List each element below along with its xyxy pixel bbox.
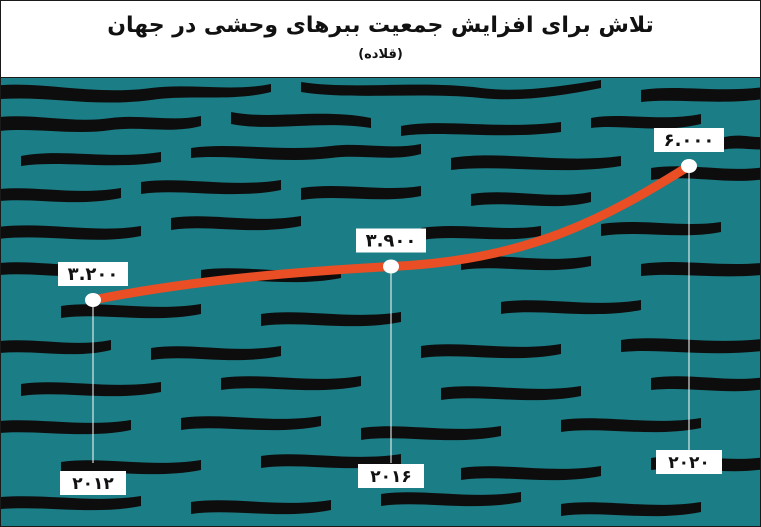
tiger-stripe bbox=[1, 340, 111, 355]
tiger-stripe bbox=[421, 344, 561, 359]
tiger-stripe bbox=[61, 460, 201, 475]
value-label-box bbox=[58, 262, 128, 286]
chart-title: تلاش برای افزایش جمعیت ببرهای وحشی در جه… bbox=[107, 13, 654, 38]
tiger-stripe bbox=[301, 186, 421, 200]
x-tick-label: ۲۰۱۶ bbox=[358, 464, 424, 488]
data-points bbox=[85, 159, 697, 307]
data-point bbox=[85, 293, 101, 307]
chart-header: تلاش برای افزایش جمعیت ببرهای وحشی در جه… bbox=[1, 1, 760, 78]
value-label-box bbox=[356, 228, 426, 253]
tiger-stripe bbox=[501, 300, 641, 315]
tiger-stripe bbox=[601, 222, 721, 236]
tiger-stripe bbox=[181, 416, 321, 431]
tiger-stripe bbox=[171, 216, 301, 231]
tiger-stripe bbox=[301, 80, 601, 100]
value-label: ۳.۲۰۰ bbox=[58, 262, 128, 286]
value-label-text: ۳.۲۰۰ bbox=[68, 264, 119, 285]
x-tick-text: ۲۰۲۰ bbox=[668, 453, 710, 473]
tiger-stripe bbox=[151, 346, 281, 361]
tiger-stripe bbox=[441, 386, 581, 401]
tiger-stripe bbox=[261, 312, 401, 327]
tiger-stripe bbox=[561, 502, 701, 517]
tiger-stripe bbox=[591, 114, 701, 129]
chart-svg: ۳.۲۰۰ ۳.۹۰۰ ۶.۰۰۰ ۲۰۱۲ ۲۰۱۶ ۲۰۲۰ bbox=[1, 78, 760, 526]
tiger-stripe bbox=[1, 225, 141, 240]
tiger-stripe bbox=[1, 188, 121, 203]
x-tick-label: ۲۰۲۰ bbox=[656, 450, 722, 474]
tiger-stripe bbox=[141, 180, 281, 195]
x-tick-box bbox=[656, 450, 722, 474]
value-label-text: ۳.۹۰۰ bbox=[366, 231, 417, 252]
tiger-stripe bbox=[231, 112, 371, 128]
tiger-stripe bbox=[621, 338, 760, 354]
tiger-stripe bbox=[21, 382, 161, 397]
chart-subtitle: (قلاده) bbox=[358, 47, 403, 62]
x-tick-text: ۲۰۱۶ bbox=[370, 467, 412, 487]
tiger-stripe bbox=[651, 376, 760, 392]
tiger-stripe bbox=[381, 492, 521, 507]
tiger-stripe bbox=[451, 155, 621, 171]
tiger-stripe bbox=[641, 87, 760, 102]
tiger-stripe bbox=[721, 135, 760, 150]
tiger-stripe bbox=[1, 116, 201, 132]
value-label-box bbox=[654, 128, 724, 152]
tiger-stripe bbox=[461, 466, 601, 481]
data-point bbox=[681, 159, 697, 173]
tiger-stripe bbox=[21, 152, 161, 166]
drop-lines bbox=[92, 166, 690, 463]
value-label-text: ۶.۰۰۰ bbox=[664, 130, 715, 151]
tiger-stripe bbox=[461, 256, 591, 271]
tiger-stripe bbox=[401, 122, 561, 136]
tiger-stripe bbox=[421, 226, 541, 240]
tiger-stripe bbox=[561, 418, 701, 433]
tiger-stripe bbox=[1, 84, 271, 103]
value-label: ۳.۹۰۰ bbox=[356, 228, 426, 253]
data-point bbox=[383, 259, 399, 274]
tiger-stripe bbox=[221, 376, 361, 391]
tiger-stripe bbox=[1, 496, 141, 511]
x-tick-box bbox=[60, 471, 126, 495]
tiger-stripe bbox=[1, 420, 131, 435]
value-labels: ۳.۲۰۰ ۳.۹۰۰ ۶.۰۰۰ bbox=[58, 128, 724, 286]
x-tick-text: ۲۰۱۲ bbox=[72, 474, 114, 494]
tiger-stripe bbox=[471, 192, 591, 207]
tiger-stripe bbox=[361, 426, 501, 441]
tiger-stripe bbox=[191, 500, 331, 515]
year-labels: ۲۰۱۲ ۲۰۱۶ ۲۰۲۰ bbox=[60, 450, 722, 495]
tiger-stripe bbox=[191, 144, 421, 160]
x-tick-label: ۲۰۱۲ bbox=[60, 471, 126, 495]
x-tick-box bbox=[358, 464, 424, 488]
value-label: ۶.۰۰۰ bbox=[654, 128, 724, 152]
tiger-stripe bbox=[61, 304, 201, 319]
tiger-stripe bbox=[641, 262, 760, 277]
plot-area: ۳.۲۰۰ ۳.۹۰۰ ۶.۰۰۰ ۲۰۱۲ ۲۰۱۶ ۲۰۲۰ bbox=[1, 78, 760, 526]
